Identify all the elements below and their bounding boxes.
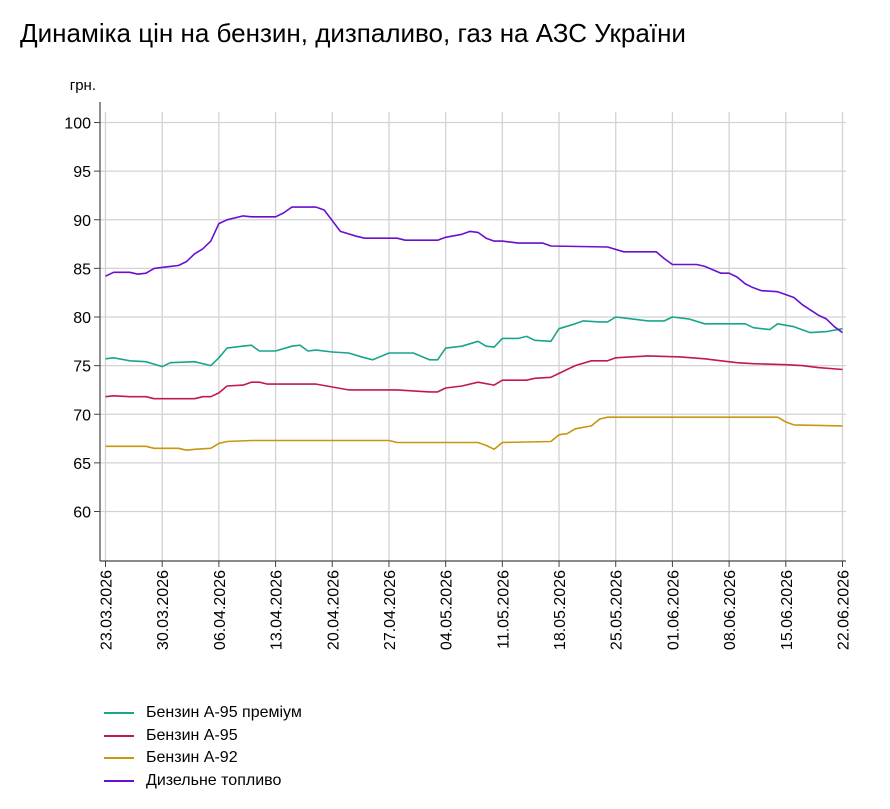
legend-swatch	[104, 779, 134, 782]
y-tick-labels: 60 65 70 75 80 85 90 95 100	[64, 116, 91, 522]
x-tick-label: 18.05.2026	[552, 570, 569, 650]
legend-swatch	[104, 757, 134, 760]
x-tick-label: 15.06.2026	[779, 570, 796, 650]
grid-lines	[100, 112, 846, 561]
legend-item: Бензин А-92	[104, 747, 302, 770]
legend-label: Бензин А-92	[146, 749, 238, 767]
x-tick-label: 27.04.2026	[382, 570, 399, 650]
legend-label: Дизельне топливо	[146, 771, 282, 789]
legend-label: Бензин А-95 преміум	[146, 704, 302, 722]
axes	[94, 102, 846, 567]
x-tick-label: 25.05.2026	[609, 570, 626, 650]
legend-item: Бензин А-95 преміум	[104, 702, 302, 725]
y-tick-label: 100	[64, 116, 91, 133]
series-line-1	[105, 316, 843, 368]
series-lines	[105, 206, 843, 452]
series-line-4	[105, 206, 843, 334]
series-line-2	[105, 355, 843, 400]
chart-title: Динаміка цін на бензин, дизпаливо, газ н…	[20, 18, 686, 48]
x-tick-label: 13.04.2026	[269, 570, 286, 650]
y-tick-label: 90	[73, 213, 91, 230]
legend-swatch	[104, 734, 134, 737]
line-chart: 60 65 70 75 80 85 90 95 100 23.03.2026 30.03.2026…	[64, 77, 853, 650]
x-tick-label: 11.05.2026	[495, 570, 512, 649]
y-tick-label: 80	[73, 310, 91, 327]
y-tick-label: 60	[73, 505, 91, 522]
legend-item: Бензин А-95	[104, 725, 302, 748]
x-tick-label: 08.06.2026	[722, 570, 739, 650]
x-tick-label: 30.03.2026	[155, 570, 172, 650]
y-tick-label: 75	[73, 359, 91, 376]
x-tick-label: 23.03.2026	[99, 570, 116, 650]
y-tick-label: 65	[73, 456, 91, 473]
x-tick-label: 06.04.2026	[212, 570, 229, 650]
legend-item: Дизельне топливо	[104, 770, 302, 793]
y-axis-label: грн.	[70, 77, 96, 94]
legend-label: Бензин А-95	[146, 726, 238, 744]
x-tick-label: 22.06.2026	[836, 570, 853, 650]
x-tick-label: 20.04.2026	[325, 570, 342, 650]
x-tick-label: 01.06.2026	[665, 570, 682, 650]
y-tick-label: 85	[73, 261, 91, 278]
legend-swatch	[104, 712, 134, 715]
x-tick-label: 04.05.2026	[439, 570, 456, 650]
y-tick-label: 70	[73, 407, 91, 424]
legend: Бензин А-95 преміум Бензин А-95 Бензин А-9…	[104, 702, 302, 792]
series-line-3	[105, 416, 843, 452]
y-tick-label: 95	[73, 164, 91, 181]
x-tick-labels: 23.03.2026 30.03.2026 06.04.2026 13.04.2026…	[99, 570, 853, 650]
